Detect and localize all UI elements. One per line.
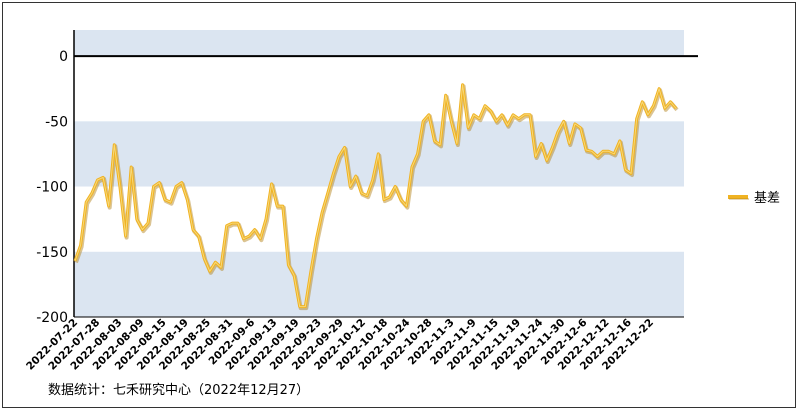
band-0 xyxy=(74,30,684,57)
y-tick-label: -150 xyxy=(36,245,68,261)
y-tick-labels: 0 -50 -100 -150 -200 xyxy=(36,49,68,326)
background-bands xyxy=(74,30,684,317)
legend: 基差 xyxy=(728,191,780,206)
y-tick-label: -200 xyxy=(36,310,68,326)
series-line-highlight xyxy=(74,84,677,308)
legend-label: 基差 xyxy=(754,191,780,206)
y-tick-label: -100 xyxy=(36,180,68,196)
x-tick-labels: 2022-07-222022-07-282022-08-032022-08-09… xyxy=(24,317,656,373)
y-tick-label: -50 xyxy=(45,114,68,130)
y-tick-label: 0 xyxy=(59,49,68,65)
footnote: 数据统计：七禾研究中心（2022年12月27） xyxy=(48,383,309,398)
band-2 xyxy=(74,251,684,317)
